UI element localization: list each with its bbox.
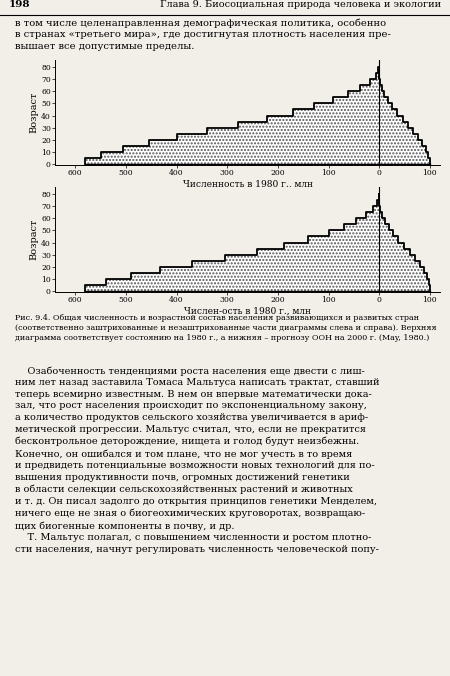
Y-axis label: Возраст: Возраст [29,92,38,133]
Polygon shape [86,194,379,291]
Text: 198: 198 [9,0,31,9]
Polygon shape [86,67,379,164]
Polygon shape [379,67,430,164]
Y-axis label: Возраст: Возраст [29,219,38,260]
X-axis label: Числен-ость в 1980 г., млн: Числен-ость в 1980 г., млн [184,307,311,316]
Polygon shape [379,194,430,291]
Text: в том числе целенаправленная демографическая политика, особенно
в странах «треть: в том числе целенаправленная демографиче… [15,18,391,51]
Text: Озабоченность тенденциями роста населения еще двести с лиш-
ним лет назад застав: Озабоченность тенденциями роста населени… [15,366,379,554]
X-axis label: Численность в 1980 г., млн: Численность в 1980 г., млн [183,180,312,189]
Text: Глава 9. Биосоциальная природа человека и экологии: Глава 9. Биосоциальная природа человека … [160,0,441,9]
Text: Рис. 9.4. Общая численность и возрастной состав населения развивающихся и развит: Рис. 9.4. Общая численность и возрастной… [15,314,436,342]
